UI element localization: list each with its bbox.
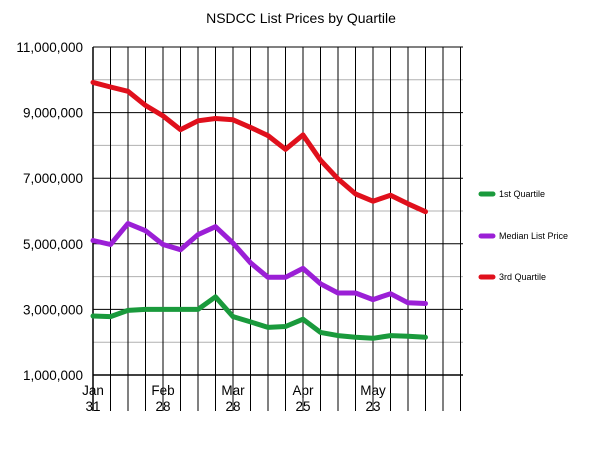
legend-label: 1st Quartile: [499, 189, 545, 199]
legend-label: Median List Price: [499, 231, 568, 241]
x-tick-label: 28: [225, 399, 240, 414]
x-tick-label: Apr: [292, 383, 314, 398]
x-tick-label: 25: [295, 399, 310, 414]
x-tick-label: Feb: [151, 383, 174, 398]
legend-label: 3rd Quartile: [499, 272, 546, 282]
x-tick-label: May: [360, 383, 386, 398]
y-tick-label: 1,000,000: [23, 368, 83, 383]
series-line: [90, 221, 428, 306]
y-tick-label: 3,000,000: [23, 302, 83, 317]
series-line: [90, 79, 428, 215]
x-tick-label: 28: [155, 399, 170, 414]
x-tick-label: 31: [85, 399, 100, 414]
y-tick-labels: 1,000,000 3,000,000 5,000,000 7,000,000 9,00…: [16, 40, 83, 383]
axes: [92, 47, 463, 411]
x-tick-label: Mar: [221, 383, 245, 398]
chart-title: NSDCC List Prices by Quartile: [206, 10, 396, 26]
series-line: [90, 294, 428, 341]
y-tick-label: 11,000,000: [16, 40, 83, 55]
x-tick-label: 23: [365, 399, 380, 414]
y-tick-label: 5,000,000: [23, 237, 83, 252]
grid: [93, 46, 463, 411]
x-tick-label: Jan: [82, 383, 104, 398]
legend: 1st Quartile Median List Price 3rd Quartil…: [478, 189, 568, 282]
series-lines: [90, 79, 428, 341]
y-tick-label: 9,000,000: [23, 106, 83, 121]
y-tick-label: 7,000,000: [23, 171, 83, 186]
